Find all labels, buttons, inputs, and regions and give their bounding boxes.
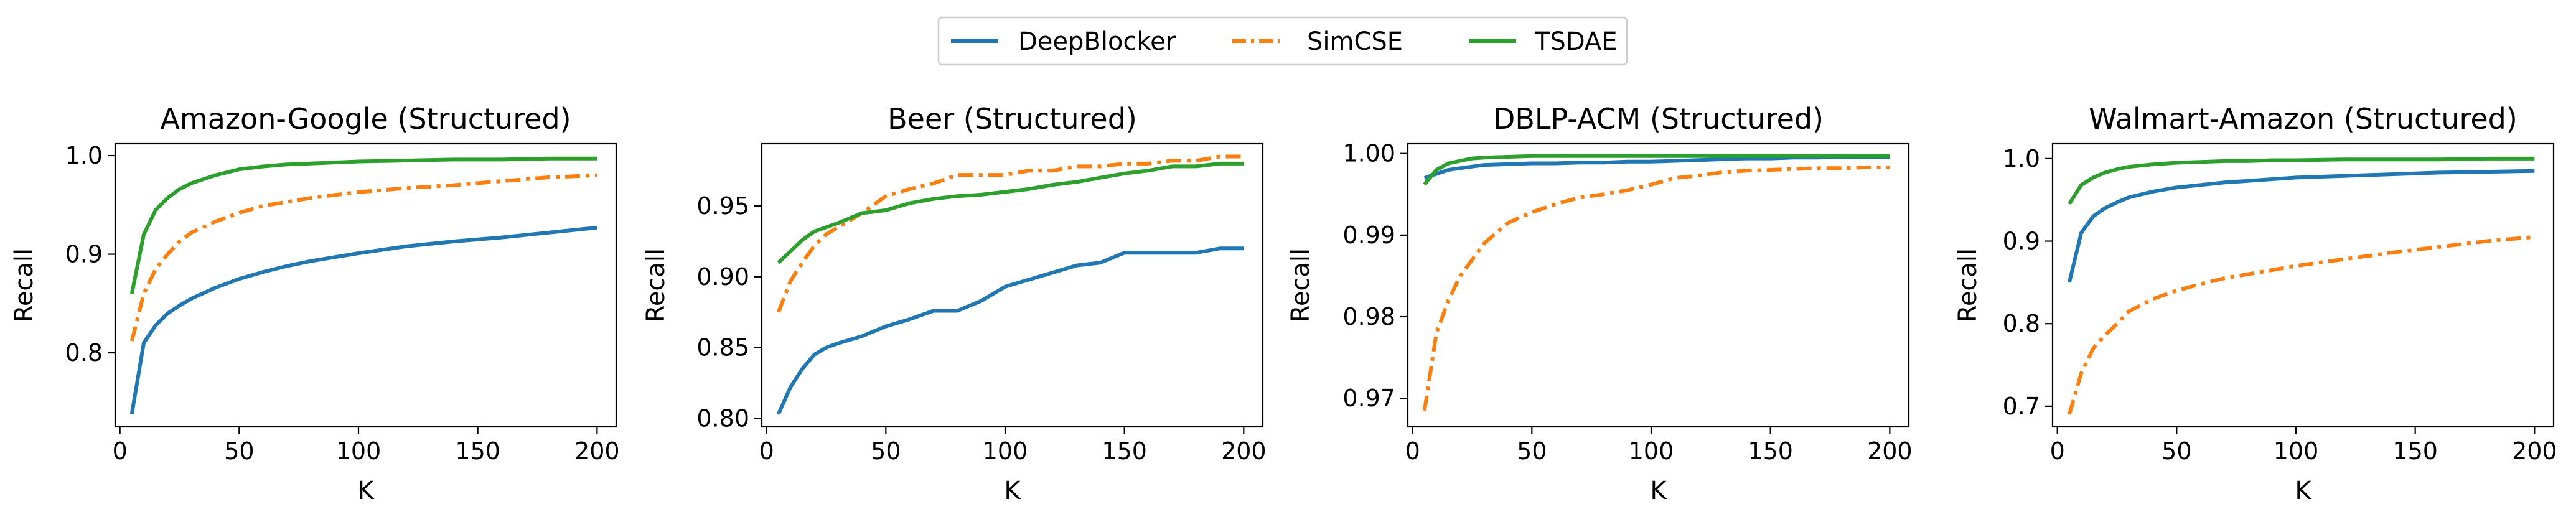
- x-tick-label: 150: [1102, 437, 1147, 465]
- x-axis-label: K: [2295, 477, 2312, 505]
- x-tick-label: 200: [2512, 437, 2557, 465]
- panel-title: DBLP-ACM (Structured): [1493, 102, 1824, 136]
- legend-label-tsdae: TSDAE: [1534, 27, 1618, 56]
- y-tick-label: 0.7: [2003, 393, 2040, 420]
- x-tick-label: 150: [1748, 437, 1793, 465]
- y-axis-label: Recall: [1954, 248, 1982, 322]
- series-line-deepblocker: [777, 246, 1244, 415]
- x-tick-label: 200: [1867, 437, 1913, 465]
- panels: 0 50 100 150 200 0.8 0.9 1.0 Amazon-Google (Stru…: [10, 102, 2557, 505]
- y-tick-label: 1.0: [65, 142, 103, 169]
- plot-frame: [761, 142, 1264, 428]
- plot-frame: [2051, 142, 2555, 428]
- x-tick-label: 0: [2050, 437, 2065, 465]
- y-tick-label: 0.95: [696, 192, 749, 220]
- y-tick-label: 0.99: [1342, 222, 1395, 249]
- x-tick-label: 100: [336, 437, 382, 465]
- panel-beer-structured: 0 50 100 150 200 0.80 0.85 0.90 0.95 Beer (Struct…: [642, 102, 1267, 505]
- panel-title: Amazon-Google (Structured): [160, 102, 571, 136]
- legend-frame: [937, 16, 1628, 66]
- x-tick-label: 0: [759, 437, 774, 465]
- y-tick-label: 0.98: [1342, 303, 1395, 330]
- y-tick-label: 0.85: [696, 334, 749, 362]
- x-tick-label: 50: [871, 437, 901, 465]
- y-axis-label: Recall: [10, 248, 39, 322]
- x-tick-label: 150: [455, 437, 500, 465]
- y-tick-label: 1.00: [1342, 140, 1395, 167]
- panel-walmart-amazon-structured: 0 50 100 150 200 0.7 0.8 0.9 1.0 Walmart-Amazon (…: [1954, 102, 2557, 505]
- plot-frame: [114, 142, 617, 428]
- y-tick-label: 0.97: [1342, 385, 1395, 412]
- y-tick-label: 0.8: [65, 339, 103, 366]
- y-tick-label: 0.9: [2003, 228, 2040, 255]
- series-line-deepblocker: [129, 225, 597, 414]
- y-tick-label: 1.0: [2003, 145, 2040, 172]
- series-line-tsdae: [129, 156, 597, 294]
- x-tick-label: 100: [2274, 437, 2319, 465]
- y-tick-label: 0.80: [696, 404, 749, 432]
- panel-dblp-acm-structured: 0 50 100 150 200 0.97 0.98 0.99 1.00 DBLP-ACM (St…: [1286, 102, 1913, 505]
- panel-title: Beer (Structured): [888, 102, 1137, 136]
- plot-frame: [1407, 142, 1910, 428]
- series-line-simcse: [2067, 235, 2535, 415]
- series-line-simcse: [776, 154, 1244, 313]
- panel-amazon-google-structured: 0 50 100 150 200 0.8 0.9 1.0 Amazon-Google (Stru…: [10, 102, 620, 505]
- y-axis-label: Recall: [642, 248, 670, 322]
- legend-label-simcse: SimCSE: [1307, 27, 1403, 56]
- y-axis-label: Recall: [1286, 248, 1315, 322]
- x-tick-label: 50: [1517, 437, 1547, 465]
- x-axis-label: K: [357, 477, 375, 505]
- x-tick-label: 0: [113, 437, 128, 465]
- series-line-deepblocker: [2067, 169, 2535, 283]
- series-line-simcse: [129, 173, 597, 342]
- series-line-tsdae: [1423, 154, 1890, 186]
- x-axis-label: K: [1004, 477, 1021, 505]
- y-tick-label: 0.90: [696, 263, 749, 291]
- x-tick-label: 100: [983, 437, 1028, 465]
- series-line-tsdae: [777, 161, 1244, 264]
- x-tick-label: 200: [574, 437, 620, 465]
- x-tick-label: 150: [2392, 437, 2438, 465]
- series-line-simcse: [1422, 166, 1890, 411]
- x-tick-label: 200: [1221, 437, 1267, 465]
- legend-label-deepblocker: DeepBlocker: [1018, 27, 1176, 56]
- x-tick-label: 50: [224, 437, 254, 465]
- x-tick-label: 100: [1629, 437, 1674, 465]
- legend: DeepBlocker SimCSE TSDAE: [937, 16, 1628, 66]
- y-tick-label: 0.8: [2003, 310, 2040, 337]
- panel-title: Walmart-Amazon (Structured): [2089, 102, 2517, 136]
- x-tick-label: 0: [1405, 437, 1420, 465]
- x-axis-label: K: [1650, 477, 1667, 505]
- y-tick-label: 0.9: [65, 241, 103, 268]
- series-line-tsdae: [2068, 156, 2535, 205]
- x-tick-label: 50: [2161, 437, 2191, 465]
